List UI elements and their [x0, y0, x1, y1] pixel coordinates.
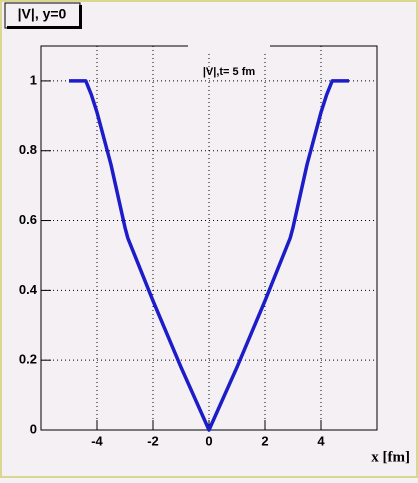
y-tick-label: 0: [30, 421, 37, 436]
x-tick-label: -4: [91, 433, 103, 448]
y-tick-label: 0.8: [19, 142, 37, 157]
plot-area: [41, 46, 377, 432]
data-line: [69, 79, 349, 432]
x-tick-label: 4: [317, 433, 325, 448]
x-axis-label: x [fm]: [371, 449, 410, 465]
x-tick-label: 2: [261, 433, 268, 448]
y-tick-label: 0.6: [19, 212, 37, 227]
annotation: |V|,t= 5 fm: [203, 66, 256, 78]
title-shadow: [7, 26, 82, 29]
y-tick-label: 0.2: [19, 352, 37, 367]
title-shadow: [79, 5, 82, 29]
chart-title: |V|, y=0: [18, 6, 67, 22]
x-tick-label: 0: [205, 433, 212, 448]
y-tick-label: 0.4: [19, 282, 38, 297]
y-tick-label: 1: [30, 72, 37, 87]
title-box: [4, 2, 81, 29]
x-tick-label: -2: [147, 433, 159, 448]
annotation-box: [188, 40, 270, 52]
